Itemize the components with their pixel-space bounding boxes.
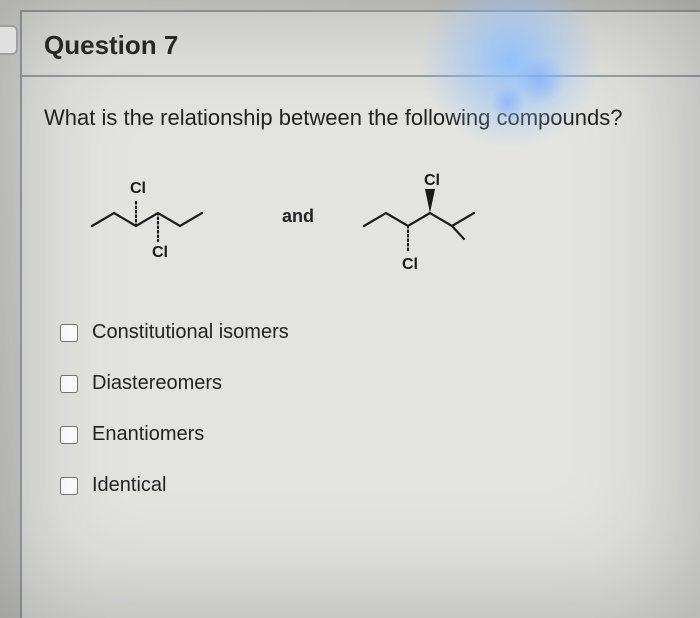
options-list: Constitutional isomers Diastereomers Ena… [22, 281, 700, 497]
molecule-right: Cl Cl [354, 171, 514, 271]
question-title: Question 7 [44, 30, 178, 60]
checkbox-constitutional[interactable] [60, 324, 78, 342]
option-label: Enantiomers [92, 423, 204, 446]
option-identical: Identical [60, 474, 678, 497]
option-label: Constitutional isomers [92, 321, 289, 344]
option-enantiomers: Enantiomers [60, 423, 678, 446]
option-constitutional: Constitutional isomers [60, 321, 678, 344]
option-diastereomers: Diastereomers [60, 372, 678, 395]
option-label: Identical [92, 474, 167, 497]
and-label: and [282, 206, 314, 227]
checkbox-diastereomers[interactable] [60, 375, 78, 393]
question-header: Question 7 [22, 12, 700, 77]
svg-text:Cl: Cl [130, 180, 146, 197]
question-panel: Question 7 What is the relationship betw… [20, 10, 700, 618]
svg-text:Cl: Cl [152, 244, 168, 261]
svg-text:Cl: Cl [424, 172, 440, 189]
question-prompt: What is the relationship between the fol… [22, 77, 700, 141]
svg-text:Cl: Cl [402, 256, 418, 271]
checkbox-identical[interactable] [60, 477, 78, 495]
option-label: Diastereomers [92, 372, 222, 395]
molecule-left: Cl Cl [82, 171, 242, 271]
left-tab-icon [0, 25, 18, 55]
figure-row: Cl Cl and Cl Cl [22, 141, 700, 281]
checkbox-enantiomers[interactable] [60, 426, 78, 444]
